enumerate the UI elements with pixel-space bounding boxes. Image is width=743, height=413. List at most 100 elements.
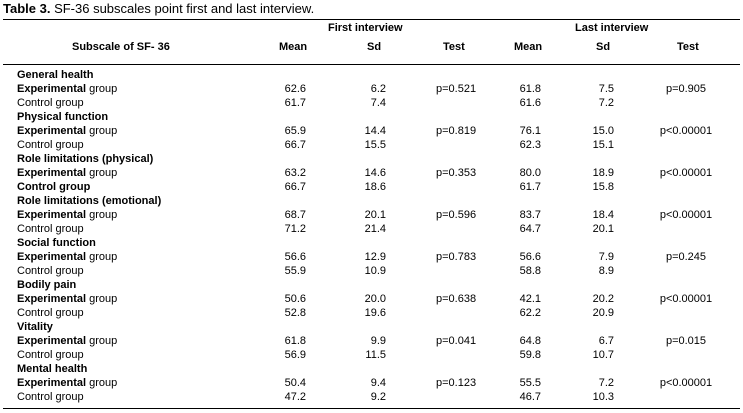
row-label-rest: group [86, 251, 118, 263]
sd-first: 7.4 [370, 97, 386, 109]
mean-last: 46.7 [519, 391, 541, 403]
mean-last: 55.5 [519, 377, 541, 389]
mean-first: 66.7 [284, 139, 306, 151]
table-caption: Table 3. SF-36 subscales point first and… [3, 1, 314, 16]
row-label: Control group [17, 391, 84, 403]
sd-first: 19.6 [364, 307, 386, 319]
row-label-rest: Control group [17, 307, 84, 319]
header-last-interview: Last interview [575, 22, 649, 34]
category-label: Bodily pain [17, 279, 77, 291]
row-label-rest: group [86, 167, 118, 179]
test-first: p=0.521 [436, 83, 477, 95]
caption-text: SF-36 subscales point first and last int… [50, 1, 315, 16]
mean-last: 61.7 [519, 181, 541, 193]
mean-last: 62.2 [519, 307, 541, 319]
row-label: Experimental group [17, 209, 117, 221]
mean-first: 56.6 [284, 251, 306, 263]
row-label-rest: group [86, 125, 118, 137]
category-label: Mental health [17, 363, 88, 375]
row-label: Experimental group [17, 251, 117, 263]
row-label: Experimental group [17, 167, 117, 179]
mean-last: 56.6 [519, 251, 541, 263]
sd-first: 20.0 [364, 293, 386, 305]
category-label: Social function [17, 237, 96, 249]
sd-last: 15.8 [592, 181, 614, 193]
mean-first: 71.2 [284, 223, 306, 235]
row-label: Control group [17, 223, 84, 235]
sd-first: 18.6 [364, 181, 386, 193]
sd-first: 12.9 [364, 251, 386, 263]
sd-first: 11.5 [365, 349, 386, 361]
header-mean-last: Mean [514, 41, 543, 53]
mean-first: 50.4 [284, 377, 306, 389]
sd-last: 18.9 [592, 167, 614, 179]
bottom-rule [3, 408, 740, 409]
mean-last: 59.8 [519, 349, 541, 361]
row-label-rest: Control group [17, 97, 84, 109]
sd-last: 15.0 [592, 125, 614, 137]
sd-last: 7.5 [598, 83, 614, 95]
row-label-rest: group [86, 335, 118, 347]
sd-last: 15.1 [592, 139, 614, 151]
sd-last: 20.9 [592, 307, 614, 319]
sd-first: 6.2 [370, 83, 386, 95]
mean-last: 58.8 [519, 265, 541, 277]
header-sd-first: Sd [367, 41, 382, 53]
row-label-bold: Experimental [17, 83, 87, 95]
test-first: p=0.596 [436, 209, 477, 221]
mean-last: 80.0 [519, 167, 541, 179]
row-label: Experimental group [17, 83, 117, 95]
caption-label: Table 3. [3, 1, 51, 16]
test-first: p=0.123 [436, 377, 477, 389]
mean-last: 61.8 [519, 83, 541, 95]
sd-first: 9.2 [370, 391, 386, 403]
test-first: p=0.638 [436, 293, 477, 305]
mean-last: 42.1 [519, 293, 541, 305]
sd-last: 7.2 [598, 97, 614, 109]
row-label: Control group [17, 181, 90, 193]
mean-first: 63.2 [284, 167, 306, 179]
row-label: Control group [17, 349, 84, 361]
category-label: Role limitations (physical) [17, 153, 154, 165]
row-label-rest: group [86, 83, 118, 95]
test-first: p=0.353 [436, 167, 477, 179]
mean-first: 68.7 [284, 209, 306, 221]
sd-first: 14.6 [364, 167, 386, 179]
sd-first: 9.9 [370, 335, 386, 347]
mean-first: 65.9 [284, 125, 306, 137]
mean-first: 56.9 [284, 349, 306, 361]
category-label: Vitality [17, 321, 53, 333]
mean-last: 61.6 [519, 97, 541, 109]
sd-last: 10.7 [592, 349, 614, 361]
test-last: p=0.015 [665, 335, 707, 347]
header-sd-last: Sd [596, 41, 611, 53]
mean-last: 64.8 [519, 335, 541, 347]
row-label: Control group [17, 265, 84, 277]
row-label-bold: Experimental [17, 335, 87, 347]
sd-last: 20.1 [592, 223, 614, 235]
test-last: p=0.245 [665, 251, 707, 263]
sd-first: 14.4 [364, 125, 386, 137]
sd-last: 7.2 [598, 377, 614, 389]
row-label-bold: Experimental [17, 167, 87, 179]
mean-last: 62.3 [519, 139, 541, 151]
mean-last: 76.1 [519, 125, 541, 137]
row-label-rest: Control group [17, 265, 84, 277]
row-label-rest: Control group [17, 139, 84, 151]
mean-first: 61.8 [284, 335, 306, 347]
mean-first: 50.6 [284, 293, 306, 305]
row-label: Experimental group [17, 125, 117, 137]
row-label-bold: Experimental [17, 251, 87, 263]
sd-first: 9.4 [370, 377, 386, 389]
sd-first: 21.4 [364, 223, 386, 235]
mean-first: 61.7 [284, 97, 306, 109]
sd-last: 7.9 [598, 251, 614, 263]
row-label-rest: Control group [17, 349, 84, 361]
row-label: Control group [17, 97, 84, 109]
sd-last: 6.7 [598, 335, 614, 347]
header-first-interview: First interview [328, 22, 403, 34]
category-label: Role limitations (emotional) [17, 195, 162, 207]
test-last: p<0.00001 [659, 377, 713, 389]
header-test-first: Test [443, 41, 465, 53]
test-last: p<0.00001 [659, 125, 713, 137]
